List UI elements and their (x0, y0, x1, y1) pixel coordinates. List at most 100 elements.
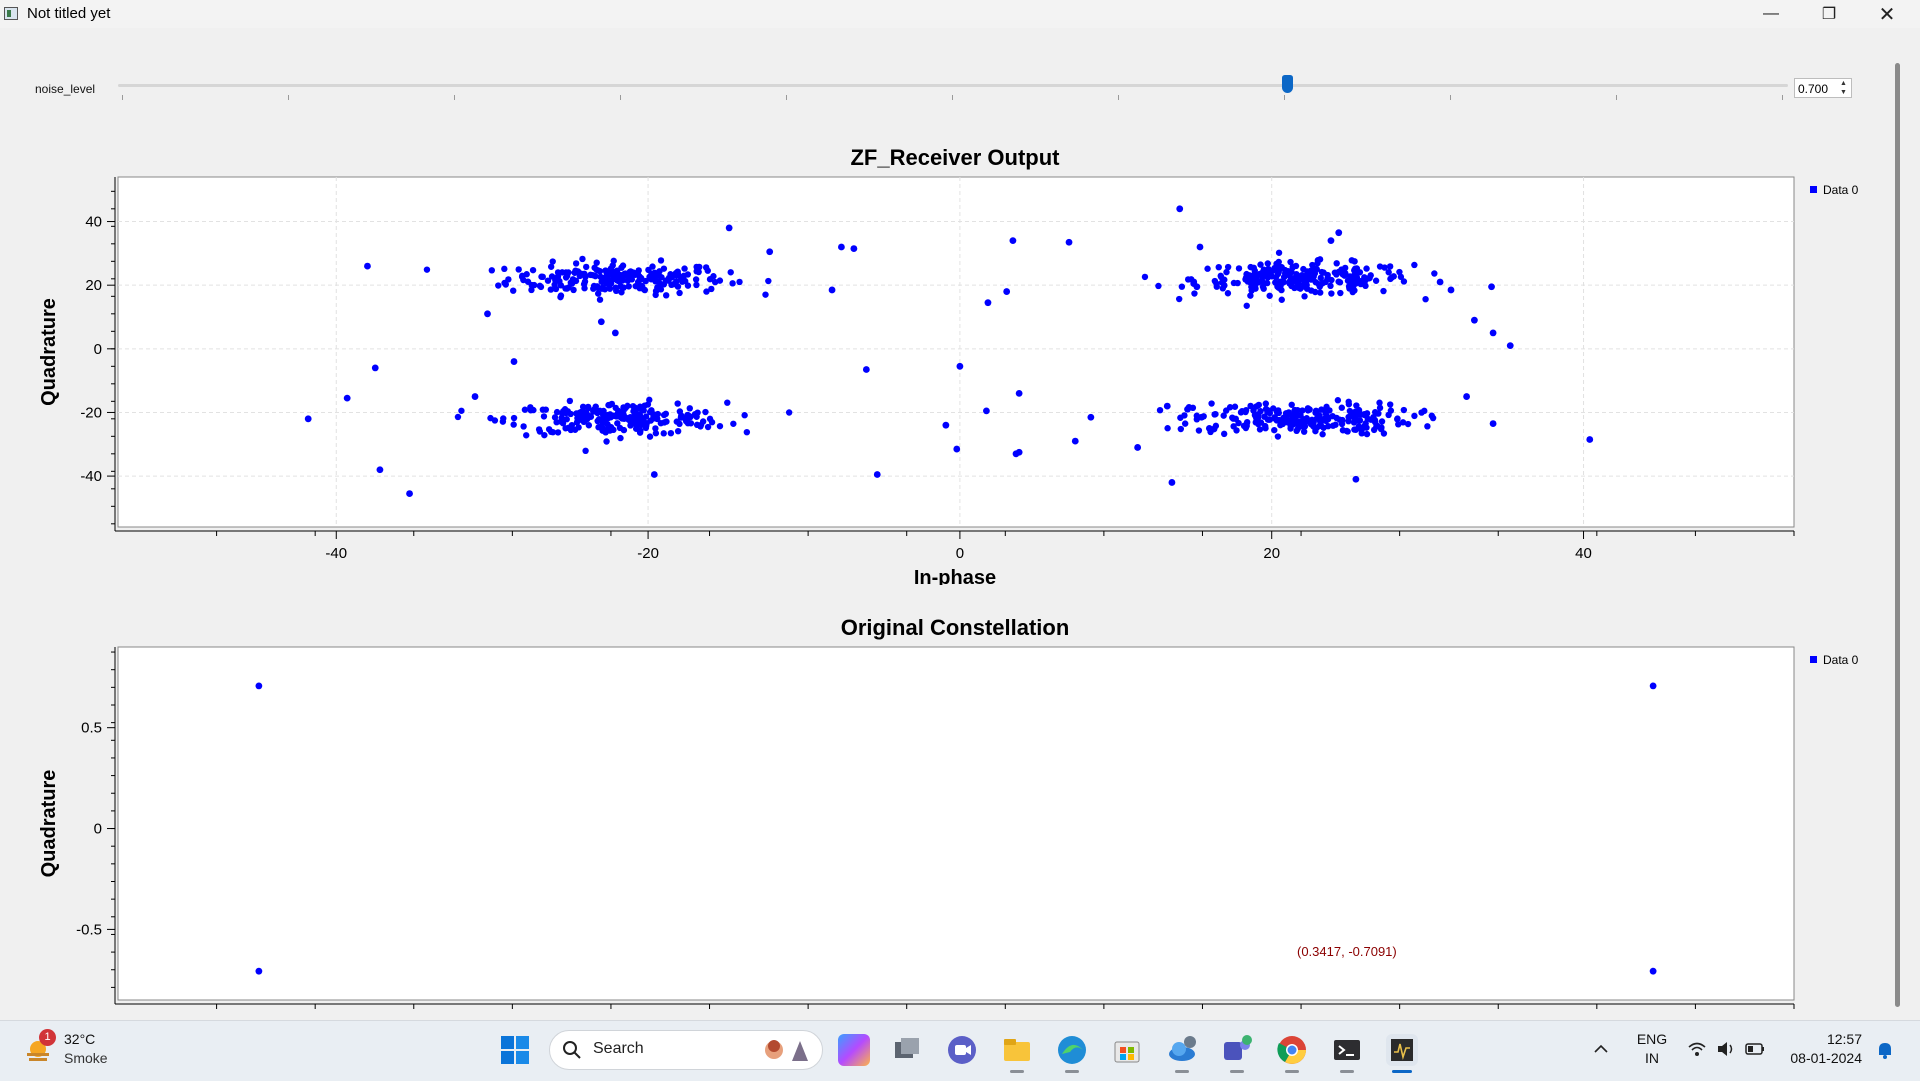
data-point (1349, 284, 1357, 291)
data-point (1388, 274, 1395, 281)
data-point (1317, 289, 1324, 296)
language-indicator[interactable]: ENG (1636, 1031, 1668, 1047)
y-tick-label: 0 (94, 341, 102, 358)
data-point (1176, 205, 1184, 213)
scope-app-icon[interactable] (1386, 1034, 1418, 1066)
volume-icon[interactable] (1716, 1040, 1736, 1058)
onedrive-icon[interactable] (1166, 1034, 1198, 1066)
data-point (621, 413, 628, 421)
data-point (510, 414, 518, 422)
chevron-up-icon[interactable] (1593, 1042, 1609, 1056)
weather-condition[interactable]: Smoke (64, 1050, 108, 1066)
noise-level-spinbox[interactable]: 0.700 ▲ ▼ (1794, 78, 1852, 98)
minimize-button[interactable]: — (1763, 5, 1779, 22)
data-point (1015, 389, 1023, 397)
data-point (599, 427, 606, 434)
data-point (1274, 433, 1282, 440)
restore-button[interactable]: ❐ (1821, 6, 1837, 23)
windows-start-icon[interactable] (500, 1035, 530, 1065)
data-point (632, 409, 639, 416)
zf-receiver-plot[interactable]: ZF_Receiver Output 40 20 0 -20 -40 -40 -20 0 20 40… (0, 135, 1920, 585)
data-point (1297, 412, 1304, 419)
data-point (1338, 404, 1345, 411)
terminal-icon[interactable] (1331, 1034, 1363, 1066)
data-point (364, 262, 371, 270)
data-point (1318, 268, 1325, 276)
data-point (556, 277, 563, 285)
data-point (563, 416, 570, 423)
data-point (1184, 405, 1191, 413)
data-point (693, 263, 700, 271)
original-constellation-chart[interactable]: Original Constellation 0.5 0 -0.5 Quadrature… (0, 605, 1920, 1020)
microsoft-store-icon[interactable] (1111, 1034, 1143, 1066)
data-point (1318, 406, 1325, 413)
wifi-icon[interactable] (1687, 1040, 1707, 1058)
data-point (487, 414, 494, 422)
clock-time[interactable]: 12:57 (1826, 1031, 1862, 1047)
data-point (1293, 270, 1300, 278)
data-point (663, 418, 670, 425)
data-point (1257, 408, 1264, 415)
clock-date[interactable]: 08-01-2024 (1790, 1050, 1862, 1066)
weather-temperature[interactable]: 32°C (64, 1031, 96, 1047)
noise-level-value[interactable]: 0.700 (1798, 82, 1829, 96)
slider-tick (1616, 95, 1617, 100)
teams-icon[interactable] (1221, 1034, 1253, 1066)
data-point (1230, 423, 1237, 430)
copilot-app-icon[interactable] (838, 1034, 870, 1066)
data-point (1175, 295, 1183, 303)
data-point (1177, 414, 1184, 421)
chrome-browser-icon[interactable] (1276, 1034, 1308, 1066)
data-point (657, 257, 665, 264)
data-point (640, 286, 648, 293)
data-point (529, 266, 537, 274)
data-point (1212, 410, 1219, 418)
data-point (547, 263, 555, 270)
data-point (1271, 264, 1278, 272)
search-label[interactable]: Search (593, 1040, 644, 1057)
data-point (1219, 285, 1227, 292)
noise-level-slider-handle[interactable] (1281, 75, 1293, 93)
language-region[interactable]: IN (1645, 1050, 1659, 1066)
data-point (1411, 412, 1418, 420)
plot-area[interactable] (117, 646, 1795, 1001)
data-point (953, 445, 961, 453)
data-point (1363, 265, 1370, 272)
data-point (660, 411, 668, 419)
zf-receiver-chart[interactable]: ZF_Receiver Output 40 20 0 -20 -40 -40 -20 0 20 40… (0, 135, 1920, 585)
meet-app-icon[interactable] (946, 1034, 978, 1066)
data-point (1300, 265, 1307, 273)
data-point (1380, 287, 1387, 295)
edge-browser-icon[interactable] (1056, 1034, 1088, 1066)
data-point (1396, 268, 1403, 276)
close-button[interactable]: ✕ (1878, 3, 1896, 26)
data-point (632, 425, 640, 432)
data-point (617, 283, 624, 290)
data-point (1489, 420, 1497, 427)
scrollbar-thumb[interactable] (1895, 63, 1900, 1007)
data-point (1283, 415, 1290, 423)
notification-bell-icon[interactable] (1876, 1040, 1894, 1060)
plot-area[interactable] (117, 176, 1795, 528)
data-point (527, 407, 534, 414)
battery-icon[interactable] (1745, 1042, 1765, 1056)
data-point (658, 274, 665, 281)
noise-level-slider-track[interactable] (118, 84, 1788, 87)
data-point (942, 421, 950, 429)
data-point (1319, 280, 1326, 287)
data-point (676, 408, 684, 415)
data-point (343, 394, 351, 402)
data-point (1376, 399, 1383, 406)
file-explorer-icon[interactable] (1001, 1034, 1033, 1066)
data-point (762, 291, 769, 298)
data-point (1344, 428, 1351, 435)
data-point (1254, 414, 1262, 421)
task-view-icon[interactable] (891, 1034, 923, 1066)
spin-up-arrow-icon[interactable]: ▲ (1840, 80, 1847, 87)
original-constellation-plot[interactable]: Original Constellation 0.5 0 -0.5 Quadrature… (0, 605, 1920, 1020)
weather-sun-icon[interactable] (24, 1036, 52, 1064)
data-point (1278, 296, 1285, 303)
data-point (1280, 279, 1287, 286)
data-point (1400, 278, 1408, 285)
spin-down-arrow-icon[interactable]: ▼ (1840, 89, 1847, 96)
